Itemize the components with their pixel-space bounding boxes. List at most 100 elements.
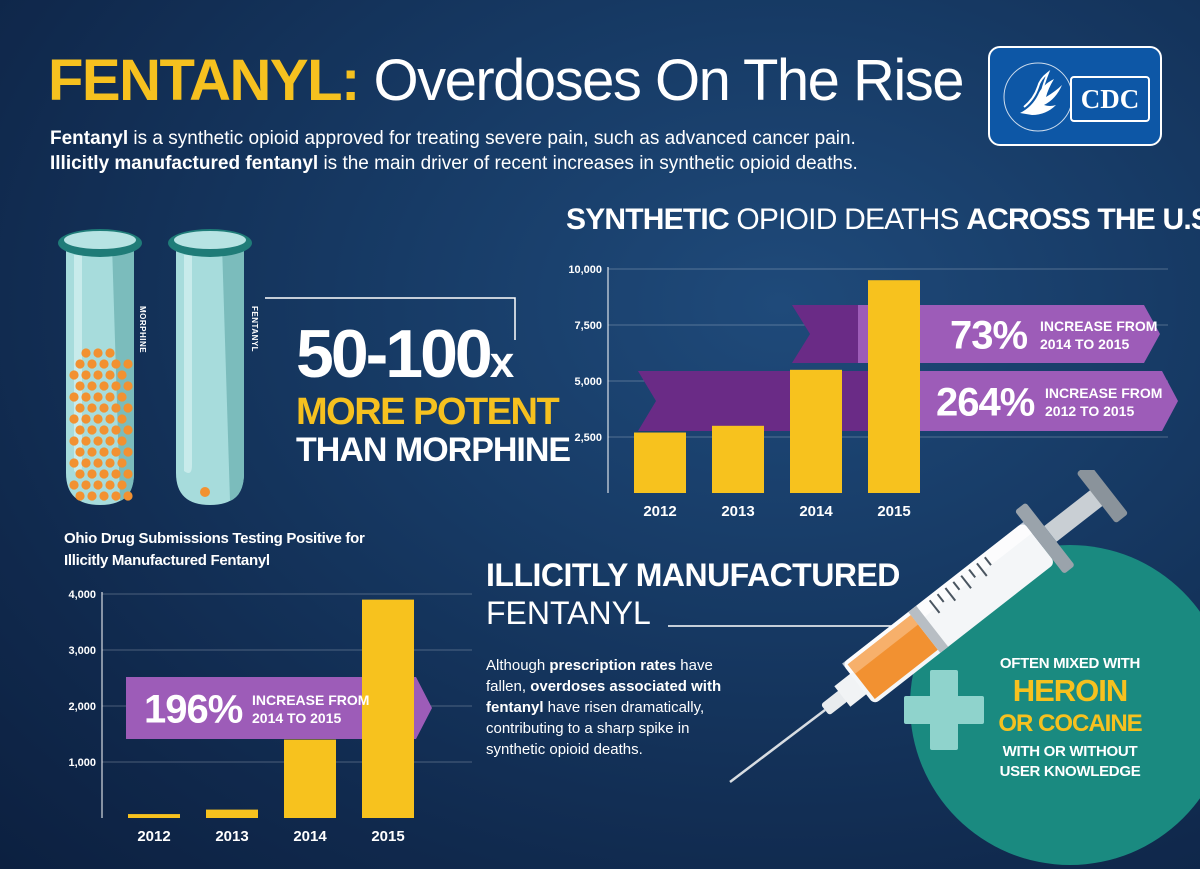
fentanyl-tube xyxy=(176,245,244,505)
morphine-pill xyxy=(123,491,133,501)
bar-2013 xyxy=(712,425,764,493)
page-title: FENTANYL: Overdoses On The Rise xyxy=(48,46,965,116)
potency-number: 50-100x xyxy=(296,316,515,399)
illicit-body-1a: Although xyxy=(486,657,550,674)
morphine-pill xyxy=(69,480,79,490)
morphine-pill xyxy=(117,414,127,424)
morphine-pill xyxy=(105,348,115,358)
mixed-line-1: OFTEN MIXED WITH xyxy=(999,655,1141,672)
morphine-pill xyxy=(123,425,133,435)
banner-tail xyxy=(792,305,858,363)
morphine-pill xyxy=(117,458,127,468)
fentanyl-tube-opening xyxy=(174,231,246,249)
us-chart-title-bold-1: SYNTHETIC xyxy=(566,203,730,236)
illicit-subtitle: FENTANYL xyxy=(486,595,651,631)
ohio-chart-title-line-2: Illicitly Manufactured Fentanyl xyxy=(64,552,270,569)
morphine-pill xyxy=(75,425,85,435)
mixed-line-heroin: HEROIN xyxy=(1012,673,1129,708)
banner-text-2: 2012 TO 2015 xyxy=(1045,403,1134,419)
morphine-pill xyxy=(111,381,121,391)
illicit-body-line-1: Although prescription rates have xyxy=(486,655,713,676)
ohio-chart-title-line-1: Ohio Drug Submissions Testing Positive f… xyxy=(64,530,365,547)
fentanyl-dose-dot xyxy=(200,487,210,497)
title-rest: Overdoses On The Rise xyxy=(373,48,964,113)
morphine-pill xyxy=(99,381,109,391)
morphine-pill xyxy=(123,403,133,413)
x-tick-label: 2013 xyxy=(215,828,248,845)
x-tick-label: 2013 xyxy=(721,503,754,520)
morphine-pill xyxy=(111,469,121,479)
cdc-logo: CDC xyxy=(988,46,1162,146)
annotation-banner xyxy=(638,371,1178,431)
morphine-pill xyxy=(117,392,127,402)
bar-2012 xyxy=(634,432,686,493)
morphine-pill xyxy=(75,381,85,391)
mixed-line-5: USER KNOWLEDGE xyxy=(999,763,1141,780)
bar-2015 xyxy=(362,599,414,818)
morphine-pill xyxy=(105,392,115,402)
intro-line-2: Illicitly manufactured fentanyl is the m… xyxy=(50,152,858,176)
morphine-pill xyxy=(99,491,109,501)
illicit-body-line-3: fentanyl have risen dramatically, xyxy=(486,697,704,718)
morphine-pill xyxy=(111,359,121,369)
banner-tail xyxy=(638,371,918,431)
potency-connector-line xyxy=(265,297,516,340)
annotation-banner xyxy=(792,305,1160,363)
morphine-pill xyxy=(75,447,85,457)
morphine-pill xyxy=(81,480,91,490)
title-keyword: FENTANYL: xyxy=(48,48,360,113)
morphine-pill xyxy=(93,480,103,490)
mixed-warning-badge xyxy=(904,545,1200,865)
morphine-pill xyxy=(81,370,91,380)
morphine-pill xyxy=(123,381,133,391)
fentanyl-label: FENTANYL xyxy=(250,306,259,353)
mixed-line-cocaine: OR COCAINE xyxy=(998,710,1142,737)
morphine-pill xyxy=(123,359,133,369)
morphine-pill xyxy=(81,348,91,358)
bar-2014 xyxy=(284,739,336,818)
y-tick-label: 2,500 xyxy=(574,432,602,444)
morphine-label: MORPHINE xyxy=(138,306,147,354)
morphine-pill xyxy=(81,458,91,468)
potency-than-morphine: THAN MORPHINE xyxy=(296,431,571,469)
bar-2015 xyxy=(868,280,920,493)
syringe-icon xyxy=(729,470,1128,783)
morphine-pill xyxy=(117,436,127,446)
morphine-pill xyxy=(75,359,85,369)
bar-2013 xyxy=(206,809,258,818)
morphine-pill xyxy=(99,425,109,435)
illicit-body-line-4: contributing to a sharp spike in xyxy=(486,720,690,737)
bar-2014 xyxy=(790,369,842,493)
x-tick-label: 2014 xyxy=(799,503,833,520)
illicit-body-2a: fallen, xyxy=(486,678,531,695)
morphine-pill xyxy=(87,425,97,435)
banner-text-1: INCREASE FROM xyxy=(252,692,369,708)
morphine-pill xyxy=(99,403,109,413)
morphine-pill xyxy=(87,381,97,391)
banner-arrow xyxy=(858,305,1160,363)
morphine-pill xyxy=(81,414,91,424)
morphine-pill xyxy=(69,414,79,424)
potency-range: 50-100 xyxy=(296,316,493,392)
morphine-pill xyxy=(87,491,97,501)
morphine-pill xyxy=(75,491,85,501)
morphine-pill xyxy=(105,480,115,490)
morphine-pill xyxy=(99,359,109,369)
illicit-body-3b: fentanyl xyxy=(486,699,544,716)
morphine-pill xyxy=(81,392,91,402)
morphine-pill xyxy=(123,469,133,479)
morphine-pill xyxy=(111,491,121,501)
morphine-pill xyxy=(111,425,121,435)
morphine-pill xyxy=(69,370,79,380)
morphine-pill xyxy=(117,480,127,490)
ohio-submissions-chart: 1,000 2,000 3,000 4,000 2012 2013 2014 2015 196%… xyxy=(68,589,472,845)
y-tick-label: 7,500 xyxy=(574,320,602,332)
potency-suffix: x xyxy=(489,338,515,387)
illicit-body-line-2: fallen, overdoses associated with xyxy=(486,676,721,697)
banner-text-2: 2014 TO 2015 xyxy=(252,710,341,726)
banner-text-1: INCREASE FROM xyxy=(1045,385,1162,401)
morphine-pill xyxy=(93,348,103,358)
illicit-body-1c: have xyxy=(676,657,713,674)
morphine-pill xyxy=(105,370,115,380)
x-tick-label: 2015 xyxy=(877,503,910,520)
